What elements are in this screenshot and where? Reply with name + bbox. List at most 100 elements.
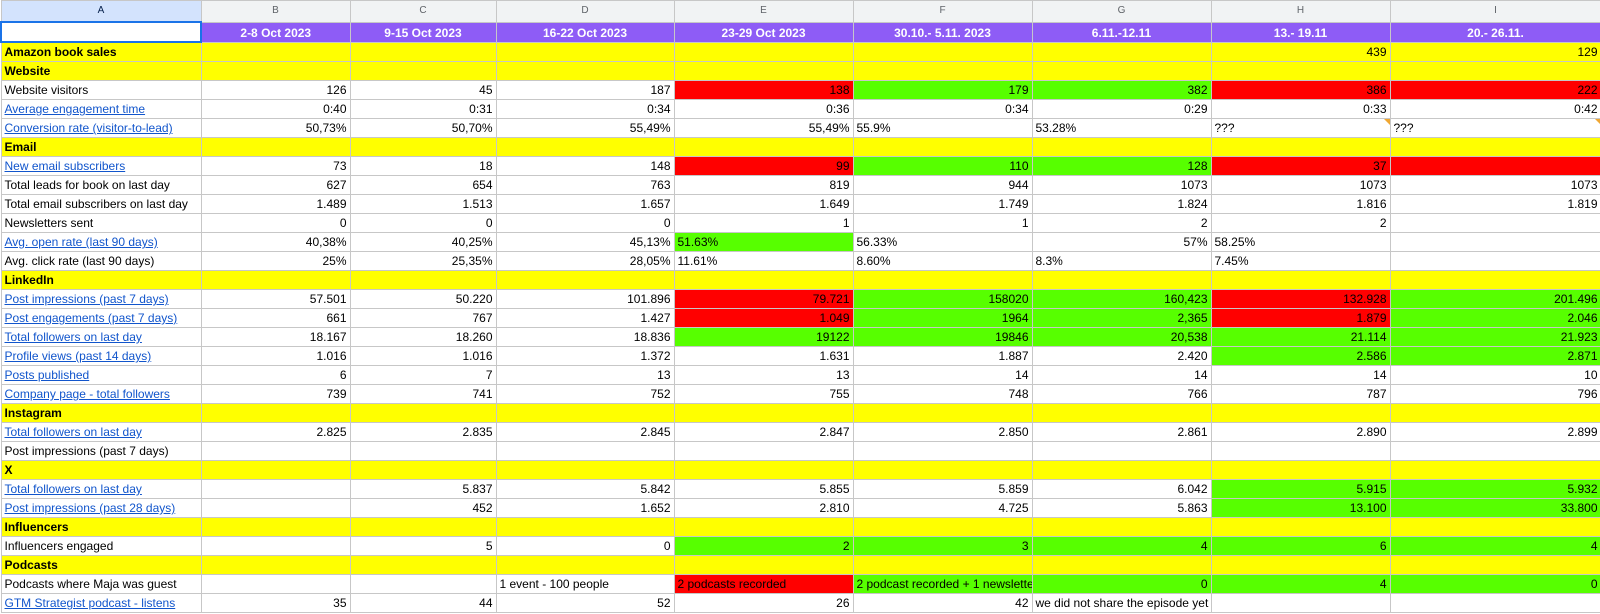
column-header-i[interactable]: I [1389,0,1600,23]
data-cell[interactable]: 819 [673,175,854,195]
data-cell[interactable] [852,517,1033,537]
data-cell[interactable] [200,61,351,81]
data-cell[interactable]: 37 [1210,156,1391,176]
data-cell[interactable] [673,460,854,480]
data-cell[interactable]: 1.427 [495,308,675,328]
metric-label[interactable]: Company page - total followers [0,384,202,404]
data-cell[interactable]: 53.28% [1031,118,1212,138]
metric-link[interactable]: Post engagements (past 7 days) [4,311,178,325]
data-cell[interactable]: 56.33% [852,232,1033,252]
data-cell[interactable] [200,41,351,62]
data-cell[interactable] [495,517,675,537]
data-cell[interactable]: 0 [200,213,351,233]
data-cell[interactable]: 14 [1210,365,1391,385]
data-cell[interactable]: 5.863 [1031,498,1212,518]
data-cell[interactable] [1389,441,1600,461]
data-cell[interactable] [852,403,1033,423]
data-cell[interactable]: 1.749 [852,194,1033,214]
metric-link[interactable]: Post impressions (past 28 days) [4,501,176,515]
data-cell[interactable]: 1.372 [495,346,675,366]
metric-label[interactable]: GTM Strategist podcast - listens [0,593,202,613]
data-cell[interactable]: 2.420 [1031,346,1212,366]
data-cell[interactable] [495,555,675,575]
data-cell[interactable]: 796 [1389,384,1600,404]
data-cell[interactable]: 51.63% [673,232,854,252]
data-cell[interactable]: 2.899 [1389,422,1600,442]
data-cell[interactable] [200,536,351,556]
data-cell[interactable] [349,517,497,537]
data-cell[interactable]: 5.837 [349,479,497,499]
section-label[interactable]: Podcasts [0,555,202,575]
data-cell[interactable]: 2.847 [673,422,854,442]
data-cell[interactable]: 19122 [673,327,854,347]
data-cell[interactable]: 2.850 [852,422,1033,442]
data-cell[interactable] [495,441,675,461]
metric-link[interactable]: Total followers on last day [4,425,142,439]
data-cell[interactable]: 1 event - 100 people [495,574,675,594]
data-cell[interactable] [1210,555,1391,575]
data-cell[interactable]: 2.046 [1389,308,1600,328]
data-cell[interactable] [349,270,497,290]
week-header-cell[interactable]: 6.11.-12.11 [1031,21,1212,43]
data-cell[interactable]: 222 [1389,80,1600,100]
data-cell[interactable]: 0:33 [1210,99,1391,119]
data-cell[interactable] [200,441,351,461]
section-label[interactable]: Instagram [0,403,202,423]
data-cell[interactable] [1031,41,1212,62]
data-cell[interactable]: 6 [1210,536,1391,556]
data-cell[interactable] [1389,555,1600,575]
data-cell[interactable] [200,517,351,537]
data-cell[interactable]: 0:31 [349,99,497,119]
data-cell[interactable]: 5.932 [1389,479,1600,499]
data-cell[interactable]: 1 [673,213,854,233]
data-cell[interactable]: 14 [1031,365,1212,385]
data-cell[interactable]: 1.887 [852,346,1033,366]
metric-link[interactable]: Posts published [4,368,90,382]
data-cell[interactable]: 99 [673,156,854,176]
data-cell[interactable]: 654 [349,175,497,195]
data-cell[interactable] [495,460,675,480]
data-cell[interactable]: 18.260 [349,327,497,347]
data-cell[interactable]: 1964 [852,308,1033,328]
column-header-a[interactable]: A [0,0,202,23]
section-label[interactable]: Email [0,137,202,157]
data-cell[interactable]: 2 [1210,213,1391,233]
data-cell[interactable]: 55,49% [495,118,675,138]
data-cell[interactable]: 439 [1210,41,1391,62]
data-cell[interactable] [495,61,675,81]
metric-label[interactable]: Total leads for book on last day [0,175,202,195]
data-cell[interactable]: 741 [349,384,497,404]
data-cell[interactable] [1210,403,1391,423]
metric-label[interactable]: Avg. click rate (last 90 days) [0,251,202,271]
data-cell[interactable] [200,498,351,518]
week-header-cell[interactable]: 13.- 19.11 [1210,21,1391,43]
data-cell[interactable] [1031,517,1212,537]
data-cell[interactable] [495,137,675,157]
data-cell[interactable]: 0 [495,213,675,233]
data-cell[interactable]: 5.859 [852,479,1033,499]
data-cell[interactable]: 1.016 [349,346,497,366]
data-cell[interactable] [1210,441,1391,461]
metric-label[interactable]: New email subscribers [0,156,202,176]
metric-label[interactable]: Total followers on last day [0,327,202,347]
metric-link[interactable]: New email subscribers [4,159,126,173]
data-cell[interactable]: 1.824 [1031,194,1212,214]
data-cell[interactable]: 8.60% [852,251,1033,271]
data-cell[interactable]: 6.042 [1031,479,1212,499]
data-cell[interactable]: 55.9% [852,118,1033,138]
data-cell[interactable]: 45 [349,80,497,100]
data-cell[interactable]: 452 [349,498,497,518]
data-cell[interactable] [852,460,1033,480]
data-cell[interactable]: 1.049 [673,308,854,328]
data-cell[interactable] [495,270,675,290]
metric-label[interactable]: Post impressions (past 7 days) [0,441,202,461]
data-cell[interactable]: 79.721 [673,289,854,309]
data-cell[interactable]: 661 [200,308,351,328]
data-cell[interactable] [1031,460,1212,480]
week-header-cell[interactable]: 2-8 Oct 2023 [200,21,351,43]
metric-label[interactable]: Website visitors [0,80,202,100]
metric-label[interactable]: Average engagement time [0,99,202,119]
data-cell[interactable] [673,517,854,537]
data-cell[interactable]: 57% [1031,232,1212,252]
data-cell[interactable]: 2.835 [349,422,497,442]
